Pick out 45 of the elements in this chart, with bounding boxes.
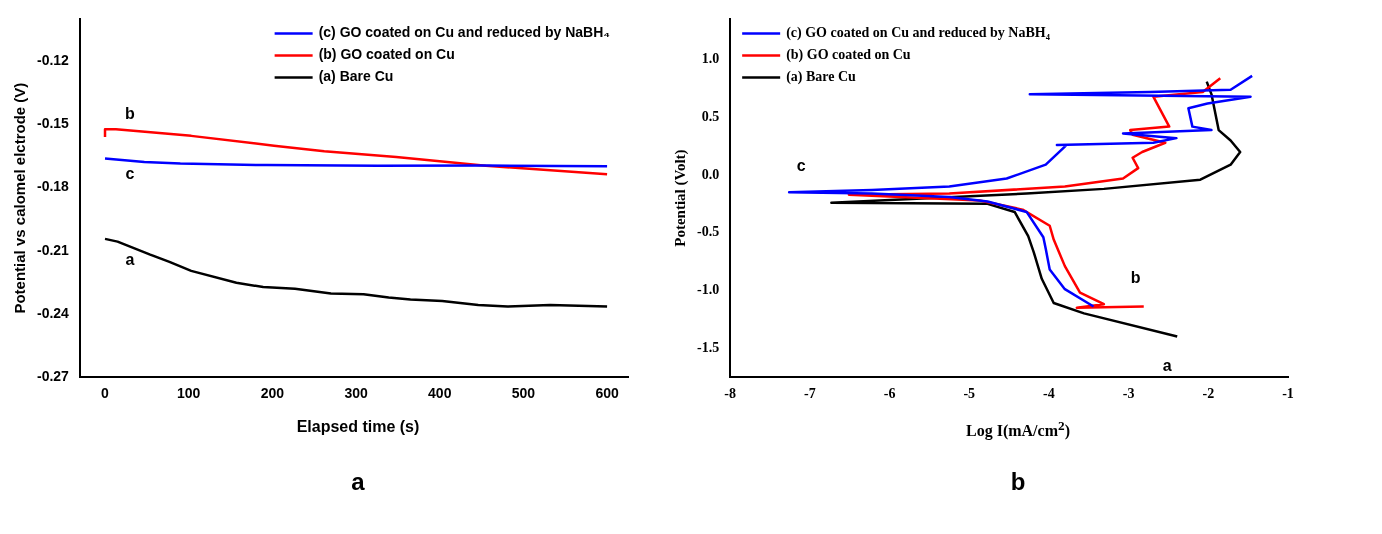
- x-tick-label: 400: [428, 385, 452, 402]
- legend-label: (c) GO coated on Cu and reduced by NaBH₄: [786, 25, 1051, 42]
- y-tick-label: -0.12: [36, 52, 70, 69]
- x-tick-label: -4: [1043, 385, 1055, 401]
- annotation: a: [1162, 356, 1172, 374]
- annotation: a: [125, 251, 135, 269]
- text: a: [350, 468, 366, 496]
- y-tick-label: -0.15: [36, 115, 70, 132]
- y-tick-label: -0.27: [36, 367, 70, 384]
- annotation: b: [125, 105, 136, 123]
- y-tick-label: 1.0: [701, 51, 720, 67]
- y-tick-label: -0.5: [696, 224, 720, 240]
- annotation: c: [796, 156, 806, 174]
- y-axis-title: Potential vs calomel elctrode (V): [11, 82, 29, 314]
- x-tick-label: -8: [724, 385, 736, 401]
- y-tick-label: 0.5: [701, 109, 720, 125]
- y-tick-label: -0.21: [36, 241, 70, 258]
- legend-label: (c) GO coated on Cu and reduced by NaBH₄: [318, 24, 610, 41]
- x-tick-label: -6: [883, 385, 896, 401]
- x-tick-label: 500: [511, 385, 536, 402]
- annotation: b: [1130, 268, 1141, 286]
- legend-label: (b) GO coated on Cu: [318, 46, 455, 63]
- y-tick-label: -1.0: [696, 281, 720, 297]
- x-tick-label: -7: [804, 385, 816, 401]
- text: b: [1009, 468, 1027, 496]
- y-tick-label: -1.5: [696, 339, 720, 355]
- x-tick-label: 100: [177, 385, 201, 402]
- x-tick-label: -3: [1122, 385, 1135, 401]
- x-axis-title: Log I(mA/cm$^{2}$): [966, 418, 1070, 440]
- y-tick-label: 0.0: [701, 166, 720, 182]
- legend-label: (a) Bare Cu: [318, 68, 394, 85]
- legend-label: (b) GO coated on Cu: [786, 47, 911, 64]
- y-tick-label: -0.24: [36, 304, 70, 321]
- x-tick-label: -5: [963, 385, 976, 401]
- x-tick-label: 600: [595, 385, 619, 402]
- x-tick-label: -1: [1282, 385, 1294, 401]
- annotation: c: [125, 164, 135, 182]
- x-tick-label: 300: [344, 385, 368, 402]
- x-axis-title: Elapsed time (s): [296, 418, 420, 435]
- x-tick-label: 200: [260, 385, 285, 402]
- y-tick-label: -0.18: [36, 178, 70, 195]
- x-tick-label: -2: [1202, 385, 1215, 401]
- y-axis-title: Potential (Volt): [671, 149, 689, 247]
- x-tick-label: 0: [101, 385, 110, 402]
- legend-label: (a) Bare Cu: [786, 69, 857, 86]
